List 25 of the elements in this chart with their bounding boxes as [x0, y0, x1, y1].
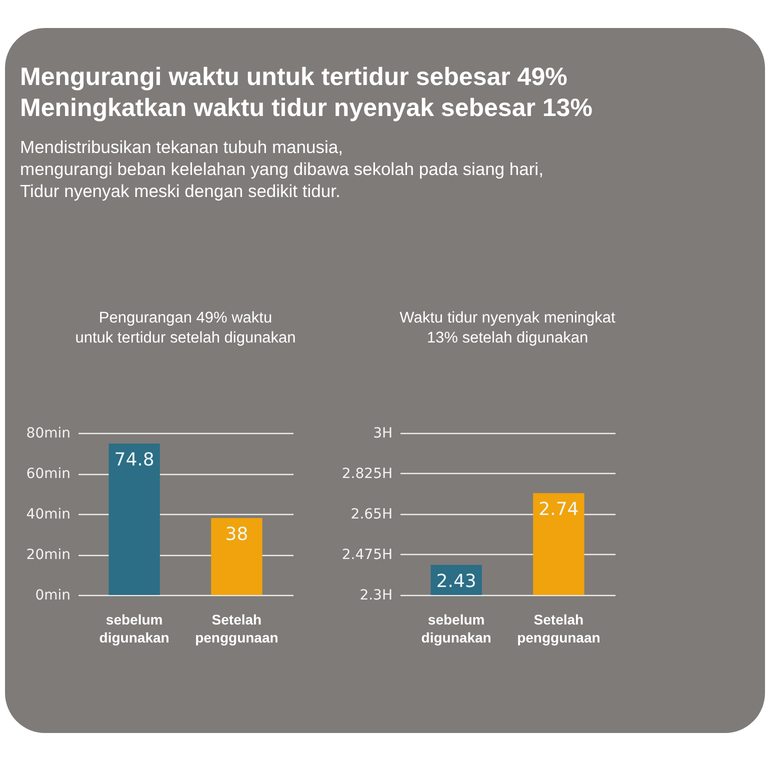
data-label: 2.74 [538, 499, 579, 520]
y-tick-label: 20min [26, 547, 70, 563]
x-tick-label: Setelah penggunaan [195, 612, 278, 646]
y-tick-label: 3H [373, 426, 392, 442]
y-tick-label: 2.3H [360, 588, 392, 604]
y-tick-label: 40min [26, 506, 70, 522]
text: Mengurangi waktu untuk tertidur sebesar 49% [20, 62, 568, 93]
data-label: 74.8 [114, 450, 154, 471]
y-tick-label: 2.825H [342, 466, 392, 482]
chart-title: Waktu tidur nyenyak meningkat 13% setelah digunakan [400, 310, 616, 346]
text: Mendistribusikan tekanan tubuh manusia, [20, 136, 344, 158]
x-tick-label: sebelum digunakan [99, 612, 170, 646]
y-tick-label: 0min [35, 588, 70, 604]
text: mengurangi beban kelelahan yang dibawa sekolah pada siang hari, [20, 158, 544, 180]
x-tick-label: Setelah penggunaan [517, 612, 600, 646]
y-tick-label: 2.475H [342, 547, 392, 563]
text: Meningkatkan waktu tidur nyenyak sebesar 13% [20, 93, 592, 124]
x-tick-label: sebelum digunakan [421, 612, 492, 646]
chart-title: Pengurangan 49% waktu untuk tertidur setelah digunakan [75, 310, 296, 346]
data-label: 38 [225, 524, 248, 546]
data-label: 2.43 [436, 570, 476, 592]
y-tick-label: 2.65H [350, 506, 392, 522]
y-tick-label: 80min [26, 426, 70, 442]
y-tick-label: 60min [26, 466, 70, 482]
text: Tidur nyenyak meski dengan sedikit tidur. [20, 180, 342, 202]
